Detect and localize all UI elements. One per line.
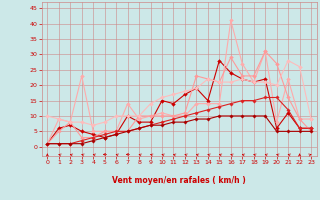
- X-axis label: Vent moyen/en rafales ( km/h ): Vent moyen/en rafales ( km/h ): [112, 176, 246, 185]
